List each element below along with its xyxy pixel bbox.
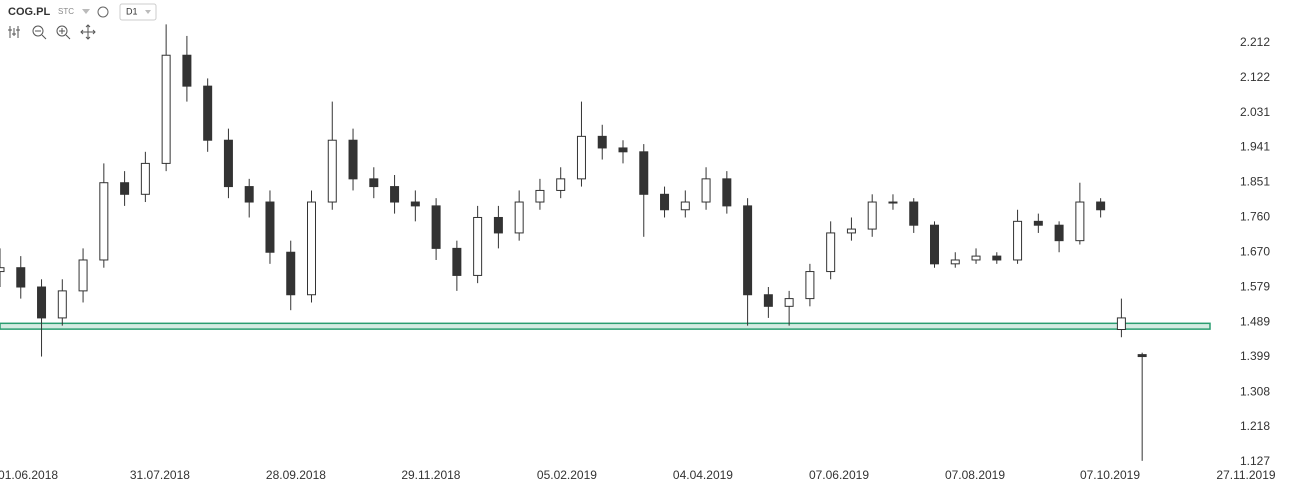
candle-body xyxy=(784,298,794,307)
x-tick-label: 07.06.2019 xyxy=(809,468,869,482)
candle-body xyxy=(140,162,150,195)
candle-body xyxy=(390,186,400,203)
x-tick-label: 07.08.2019 xyxy=(945,468,1005,482)
candle-body xyxy=(805,271,815,300)
toolbar xyxy=(8,24,96,40)
x-tick-label: 29.11.2018 xyxy=(401,468,460,482)
x-tick-label: 28.09.2018 xyxy=(266,468,326,482)
candle-body xyxy=(1116,317,1126,331)
y-tick-label: 1.127 xyxy=(1240,454,1270,468)
candle-body xyxy=(161,54,171,164)
y-tick-label: 2.212 xyxy=(1240,35,1270,49)
y-tick-label: 1.670 xyxy=(1240,244,1270,258)
candle-body xyxy=(701,178,711,203)
interval-select[interactable] xyxy=(119,3,157,21)
x-tick-label: 05.02.2019 xyxy=(537,468,597,482)
candle-body xyxy=(867,201,877,230)
candle-body xyxy=(57,290,67,319)
candle-body xyxy=(1054,224,1064,242)
candle-body xyxy=(888,201,898,204)
candle-body xyxy=(618,147,628,153)
candle-body xyxy=(514,201,524,234)
candle-body xyxy=(576,135,586,180)
candle-body xyxy=(327,139,337,203)
x-tick-label: 07.10.2019 xyxy=(1080,468,1140,482)
candle-body xyxy=(0,267,5,273)
candle-body xyxy=(826,232,836,273)
y-tick-label: 2.122 xyxy=(1240,70,1270,84)
candle-body xyxy=(1033,220,1043,226)
y-tick-label: 1.489 xyxy=(1240,314,1270,328)
candle-body xyxy=(37,286,47,319)
candle-body xyxy=(307,201,316,296)
y-tick-label: 1.308 xyxy=(1240,384,1270,398)
candle-body xyxy=(452,247,462,276)
x-tick-label: 31.07.2018 xyxy=(130,468,190,482)
y-tick-label: 1.760 xyxy=(1240,210,1270,224)
support-band xyxy=(0,322,1211,330)
interval[interactable]: D1 xyxy=(126,6,138,16)
zoom-out-icon[interactable] xyxy=(32,25,44,37)
candle-body xyxy=(78,259,88,292)
candle-body xyxy=(992,255,1002,261)
candle-body xyxy=(930,224,939,265)
candle-body xyxy=(556,178,566,191)
y-tick-label: 1.579 xyxy=(1240,280,1270,294)
candle-body xyxy=(1137,354,1147,358)
candle-body xyxy=(950,259,960,265)
candle-body xyxy=(286,251,296,296)
candle-body xyxy=(1096,201,1106,211)
candle-body xyxy=(493,216,503,234)
zoom-in-icon[interactable] xyxy=(56,25,68,37)
symbol: COG.PL xyxy=(8,6,50,18)
y-tick-label: 2.031 xyxy=(1240,105,1270,119)
candle-body xyxy=(473,216,483,276)
x-tick-label: 01.06.2018 xyxy=(0,468,58,482)
candle-body xyxy=(971,255,981,261)
candle-body xyxy=(348,139,358,180)
y-tick-label: 1.941 xyxy=(1240,140,1270,154)
pan-icon[interactable] xyxy=(80,24,96,40)
candle-body xyxy=(120,182,130,195)
candle-body xyxy=(597,135,607,149)
candle-body xyxy=(722,178,732,207)
source[interactable]: STC xyxy=(58,7,74,16)
y-tick-label: 1.218 xyxy=(1240,419,1270,433)
x-tick-label: 27.11.2019 xyxy=(1216,468,1275,482)
candle-body xyxy=(99,182,109,261)
candle-body xyxy=(763,294,773,307)
candle-body xyxy=(431,205,441,249)
candle-body xyxy=(846,228,856,234)
source-dropdown[interactable] xyxy=(82,9,90,14)
candle-body xyxy=(639,151,649,195)
chart-type-icon[interactable] xyxy=(8,26,20,38)
candle-body xyxy=(203,85,213,141)
candle-body xyxy=(369,178,379,188)
candle-body xyxy=(265,201,275,253)
candle-body xyxy=(182,54,192,87)
candle-body xyxy=(743,205,753,296)
y-tick-label: 1.399 xyxy=(1240,349,1270,363)
x-tick-label: 04.04.2019 xyxy=(673,468,733,482)
candle-body xyxy=(680,201,690,211)
candle-body xyxy=(660,193,670,211)
candle-body xyxy=(909,201,919,226)
candle-body xyxy=(16,267,26,288)
candle-body xyxy=(1013,220,1023,261)
interval-dropdown xyxy=(145,10,151,14)
candle-body xyxy=(244,186,254,203)
candle-body xyxy=(535,189,545,203)
y-tick-label: 1.851 xyxy=(1240,174,1270,188)
candle-body xyxy=(223,139,233,188)
info-icon[interactable] xyxy=(97,6,109,18)
candle-body xyxy=(410,201,420,207)
candle-body xyxy=(1075,201,1085,242)
